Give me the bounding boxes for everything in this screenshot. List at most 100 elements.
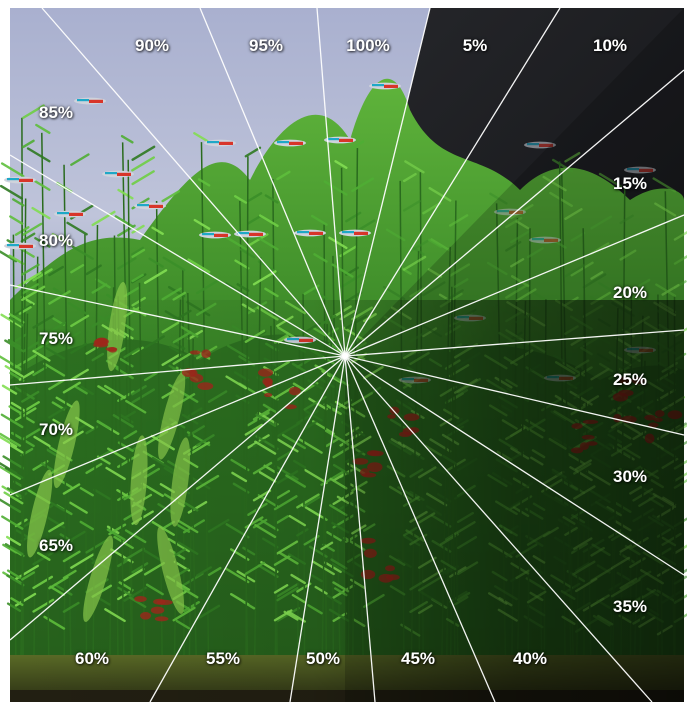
plant-leaf xyxy=(131,224,145,234)
light-ray xyxy=(9,284,346,357)
light-ray xyxy=(344,7,431,357)
plant-leaf xyxy=(334,160,348,169)
fish xyxy=(4,176,36,184)
plant-leaf xyxy=(505,283,529,299)
plant-leaf xyxy=(114,215,134,228)
plant-leaf xyxy=(409,286,426,298)
plant-leaf xyxy=(70,264,85,274)
plant-leaf xyxy=(236,283,250,292)
plant-leaf xyxy=(351,177,375,193)
light-ray xyxy=(316,7,346,357)
plant-leaf xyxy=(345,211,362,223)
fish xyxy=(294,229,326,237)
plant-leaf xyxy=(9,215,24,225)
plant-leaf xyxy=(14,274,37,289)
light-ray xyxy=(41,7,346,357)
plant-leaf xyxy=(234,195,248,204)
plant-leaf xyxy=(673,231,687,241)
plant-leaf xyxy=(95,278,111,289)
plant-leaf xyxy=(22,283,39,295)
plant-leaf xyxy=(430,238,452,252)
plant-leaf xyxy=(22,104,45,119)
brightness-label-30: 30% xyxy=(612,467,648,486)
light-ray xyxy=(9,154,346,357)
plant-leaf xyxy=(12,198,25,207)
fish xyxy=(369,82,401,90)
plant-leaf xyxy=(331,263,354,278)
plant-leaf xyxy=(22,139,35,149)
brightness-label-45: 45% xyxy=(400,649,436,668)
plant-leaf xyxy=(193,132,211,144)
plant-leaf xyxy=(339,273,363,289)
light-ray xyxy=(344,355,496,703)
plant-leaf xyxy=(402,255,427,271)
brightness-label-55: 55% xyxy=(205,649,241,668)
plant-leaf xyxy=(244,146,262,158)
plant-leaf xyxy=(225,236,248,251)
brightness-label-15: 15% xyxy=(612,174,648,193)
brightness-label-40: 40% xyxy=(512,649,548,668)
plant-leaf xyxy=(323,180,348,196)
brightness-label-75: 75% xyxy=(38,329,74,348)
brightness-label-50: 50% xyxy=(305,649,341,668)
light-ray xyxy=(9,355,346,386)
brightness-label-25: 25% xyxy=(612,370,648,389)
plant-leaf xyxy=(276,170,291,181)
plant-leaf xyxy=(35,123,51,135)
plant-leaf xyxy=(428,186,452,202)
plant-leaf xyxy=(402,172,417,183)
plant-leaf xyxy=(448,263,471,277)
plant-leaf xyxy=(409,239,429,253)
fish xyxy=(102,170,134,178)
plant-leaf xyxy=(570,231,586,242)
plant-leaf xyxy=(590,215,613,230)
fish xyxy=(234,230,266,238)
light-ray xyxy=(344,355,653,703)
plant-leaf xyxy=(542,175,567,192)
light-source-point xyxy=(342,353,348,359)
plant-leaf xyxy=(0,184,23,200)
brightness-label-100: 100% xyxy=(346,36,390,55)
plant-leaf xyxy=(20,232,36,243)
brightness-label-5: 5% xyxy=(462,36,488,55)
light-ray xyxy=(344,329,685,357)
plant-leaf xyxy=(161,190,181,203)
fish xyxy=(624,166,656,174)
plant-leaf xyxy=(196,279,220,295)
plant-leaf xyxy=(345,291,363,303)
fish xyxy=(4,242,36,250)
plant-leaf xyxy=(70,153,90,166)
plant-leaf xyxy=(187,258,211,274)
plant-leaf xyxy=(385,228,406,242)
brightness-label-80: 80% xyxy=(38,231,74,250)
light-rays xyxy=(9,7,685,703)
plant-leaf xyxy=(31,206,51,220)
light-ray xyxy=(9,355,346,496)
plant-leaf xyxy=(339,245,358,258)
plant-leaf xyxy=(453,278,469,288)
plant-leaf xyxy=(259,214,279,228)
plant-leaf xyxy=(172,291,186,301)
plant-leaf xyxy=(629,278,651,293)
plant-leaf xyxy=(310,214,328,226)
plant-leaf xyxy=(428,238,443,249)
plant-leaf xyxy=(448,214,469,227)
plant-leaf xyxy=(351,140,365,150)
plant-leaf xyxy=(489,192,508,205)
plant-leaf xyxy=(193,218,211,230)
plant-leaf xyxy=(21,263,40,276)
brightness-label-60: 60% xyxy=(74,649,110,668)
fish xyxy=(529,236,561,244)
plant-leaf xyxy=(673,255,687,265)
plant-leaf xyxy=(590,271,604,280)
plant-leaf xyxy=(72,245,94,260)
plant-leaf xyxy=(117,188,134,200)
brightness-label-35: 35% xyxy=(612,597,648,616)
plant-leaf xyxy=(8,254,25,266)
plant-leaf xyxy=(31,178,51,191)
plant-leaf xyxy=(252,270,277,286)
light-ray xyxy=(344,355,685,576)
plant-leaf xyxy=(0,250,18,263)
light-ray xyxy=(199,7,346,357)
